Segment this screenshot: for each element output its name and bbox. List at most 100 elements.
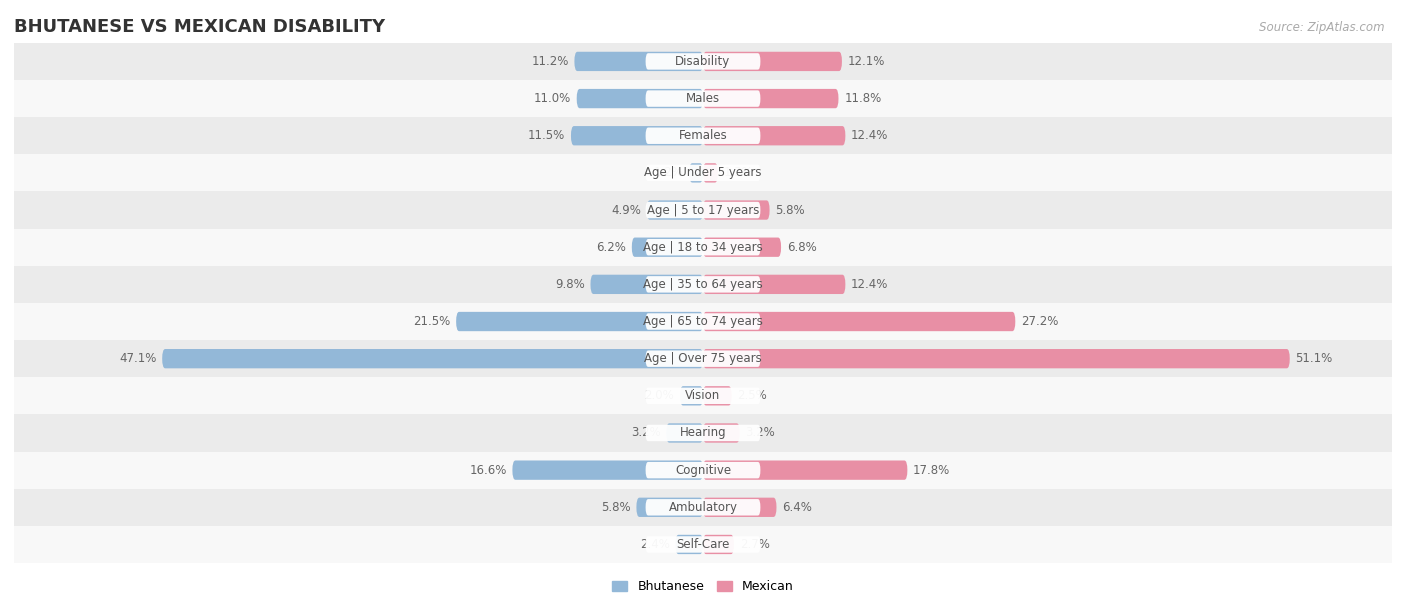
- FancyBboxPatch shape: [0, 43, 1406, 80]
- FancyBboxPatch shape: [0, 192, 1406, 229]
- FancyBboxPatch shape: [575, 52, 703, 71]
- Text: 6.2%: 6.2%: [596, 241, 626, 254]
- Legend: Bhutanese, Mexican: Bhutanese, Mexican: [607, 575, 799, 599]
- Text: 2.7%: 2.7%: [740, 538, 769, 551]
- Text: 2.4%: 2.4%: [640, 538, 669, 551]
- Text: Males: Males: [686, 92, 720, 105]
- Text: Hearing: Hearing: [679, 427, 727, 439]
- Text: Self-Care: Self-Care: [676, 538, 730, 551]
- FancyBboxPatch shape: [0, 526, 1406, 563]
- FancyBboxPatch shape: [645, 276, 761, 293]
- FancyBboxPatch shape: [703, 163, 718, 182]
- FancyBboxPatch shape: [645, 202, 761, 218]
- Text: 3.2%: 3.2%: [631, 427, 661, 439]
- FancyBboxPatch shape: [645, 53, 761, 70]
- FancyBboxPatch shape: [456, 312, 703, 331]
- Text: 6.8%: 6.8%: [787, 241, 817, 254]
- Text: Age | 35 to 64 years: Age | 35 to 64 years: [643, 278, 763, 291]
- FancyBboxPatch shape: [0, 117, 1406, 154]
- FancyBboxPatch shape: [703, 312, 1015, 331]
- Text: 1.3%: 1.3%: [724, 166, 754, 179]
- Text: Age | 5 to 17 years: Age | 5 to 17 years: [647, 204, 759, 217]
- FancyBboxPatch shape: [512, 460, 703, 480]
- FancyBboxPatch shape: [645, 127, 761, 144]
- FancyBboxPatch shape: [703, 535, 734, 554]
- FancyBboxPatch shape: [576, 89, 703, 108]
- FancyBboxPatch shape: [703, 460, 907, 480]
- Text: Cognitive: Cognitive: [675, 464, 731, 477]
- FancyBboxPatch shape: [703, 237, 782, 257]
- FancyBboxPatch shape: [703, 349, 1289, 368]
- FancyBboxPatch shape: [645, 425, 761, 441]
- Text: 6.4%: 6.4%: [782, 501, 813, 514]
- Text: Age | 18 to 34 years: Age | 18 to 34 years: [643, 241, 763, 254]
- Text: 2.0%: 2.0%: [644, 389, 675, 402]
- Text: 12.4%: 12.4%: [851, 129, 889, 142]
- FancyBboxPatch shape: [703, 424, 740, 442]
- Text: 16.6%: 16.6%: [470, 464, 506, 477]
- FancyBboxPatch shape: [681, 386, 703, 406]
- Text: 27.2%: 27.2%: [1021, 315, 1059, 328]
- Text: Disability: Disability: [675, 55, 731, 68]
- Text: 11.0%: 11.0%: [534, 92, 571, 105]
- FancyBboxPatch shape: [645, 313, 761, 330]
- Text: BHUTANESE VS MEXICAN DISABILITY: BHUTANESE VS MEXICAN DISABILITY: [14, 18, 385, 35]
- Text: 5.8%: 5.8%: [600, 501, 631, 514]
- FancyBboxPatch shape: [703, 275, 845, 294]
- Text: 21.5%: 21.5%: [413, 315, 450, 328]
- FancyBboxPatch shape: [645, 387, 761, 404]
- Text: 11.5%: 11.5%: [529, 129, 565, 142]
- Text: Ambulatory: Ambulatory: [668, 501, 738, 514]
- FancyBboxPatch shape: [637, 498, 703, 517]
- FancyBboxPatch shape: [647, 200, 703, 220]
- FancyBboxPatch shape: [0, 340, 1406, 377]
- Text: 12.1%: 12.1%: [848, 55, 884, 68]
- FancyBboxPatch shape: [675, 535, 703, 554]
- Text: 9.8%: 9.8%: [555, 278, 585, 291]
- Text: 5.8%: 5.8%: [775, 204, 806, 217]
- Text: Age | 65 to 74 years: Age | 65 to 74 years: [643, 315, 763, 328]
- FancyBboxPatch shape: [0, 489, 1406, 526]
- FancyBboxPatch shape: [571, 126, 703, 146]
- Text: Age | Under 5 years: Age | Under 5 years: [644, 166, 762, 179]
- Text: 17.8%: 17.8%: [912, 464, 950, 477]
- FancyBboxPatch shape: [0, 377, 1406, 414]
- FancyBboxPatch shape: [631, 237, 703, 257]
- Text: 11.8%: 11.8%: [844, 92, 882, 105]
- FancyBboxPatch shape: [689, 163, 703, 182]
- FancyBboxPatch shape: [703, 126, 845, 146]
- FancyBboxPatch shape: [591, 275, 703, 294]
- FancyBboxPatch shape: [0, 80, 1406, 117]
- Text: 1.2%: 1.2%: [654, 166, 683, 179]
- Text: 4.9%: 4.9%: [612, 204, 641, 217]
- Text: 12.4%: 12.4%: [851, 278, 889, 291]
- FancyBboxPatch shape: [0, 303, 1406, 340]
- FancyBboxPatch shape: [645, 462, 761, 479]
- Text: 3.2%: 3.2%: [745, 427, 775, 439]
- FancyBboxPatch shape: [0, 452, 1406, 489]
- FancyBboxPatch shape: [162, 349, 703, 368]
- Text: Females: Females: [679, 129, 727, 142]
- FancyBboxPatch shape: [703, 498, 776, 517]
- FancyBboxPatch shape: [0, 154, 1406, 192]
- FancyBboxPatch shape: [703, 52, 842, 71]
- Text: Age | Over 75 years: Age | Over 75 years: [644, 352, 762, 365]
- FancyBboxPatch shape: [0, 266, 1406, 303]
- FancyBboxPatch shape: [645, 239, 761, 255]
- Text: 2.5%: 2.5%: [738, 389, 768, 402]
- FancyBboxPatch shape: [0, 414, 1406, 452]
- Text: 51.1%: 51.1%: [1295, 352, 1333, 365]
- FancyBboxPatch shape: [645, 165, 761, 181]
- FancyBboxPatch shape: [0, 229, 1406, 266]
- FancyBboxPatch shape: [703, 386, 731, 406]
- Text: 47.1%: 47.1%: [120, 352, 156, 365]
- FancyBboxPatch shape: [645, 351, 761, 367]
- Text: Vision: Vision: [685, 389, 721, 402]
- FancyBboxPatch shape: [645, 499, 761, 515]
- Text: Source: ZipAtlas.com: Source: ZipAtlas.com: [1260, 21, 1385, 34]
- FancyBboxPatch shape: [666, 424, 703, 442]
- FancyBboxPatch shape: [645, 536, 761, 553]
- FancyBboxPatch shape: [645, 91, 761, 106]
- Text: 11.2%: 11.2%: [531, 55, 568, 68]
- FancyBboxPatch shape: [703, 200, 769, 220]
